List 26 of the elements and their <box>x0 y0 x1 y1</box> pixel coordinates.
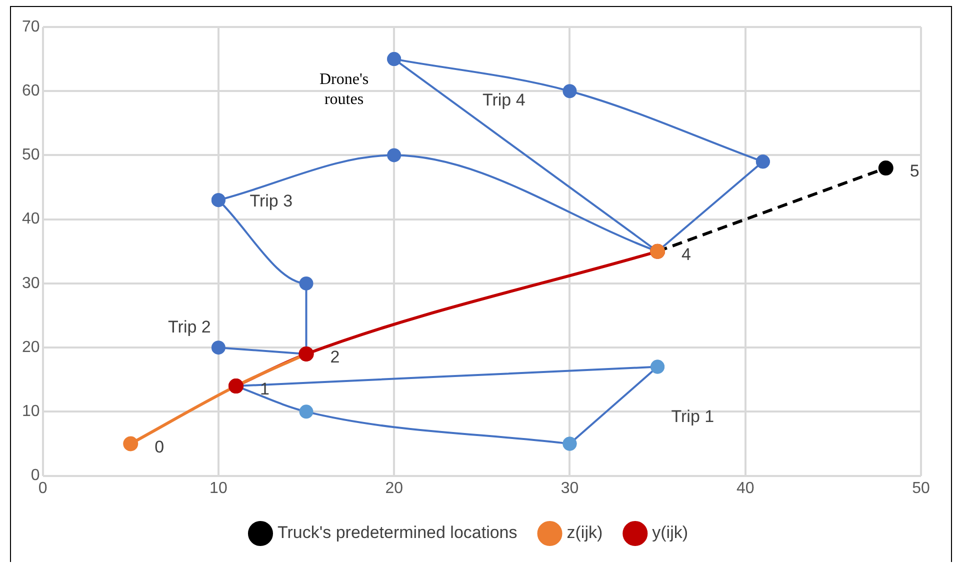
y-tick-label: 20 <box>22 338 40 356</box>
x-tick-label: 30 <box>560 480 579 497</box>
y-tick-label: 50 <box>22 146 40 164</box>
annotation: Drone's routes <box>319 71 369 108</box>
y-tick-label: 70 <box>22 18 40 36</box>
annotation: 1 <box>260 380 270 399</box>
annotation: Trip 4 <box>482 90 526 110</box>
x-tick-label: 10 <box>210 480 228 497</box>
y-tick-label: 60 <box>22 82 40 100</box>
y-tick-label: 0 <box>30 467 40 484</box>
legend-label: z(ijk) <box>566 523 603 542</box>
legend-label: y(ijk) <box>652 523 688 542</box>
annotation: 0 <box>154 437 164 456</box>
annotation: 2 <box>330 348 340 367</box>
annotation: 5 <box>910 162 920 181</box>
annotation: 4 <box>682 245 692 264</box>
legend-label: Truck's predetermined locations <box>277 523 518 542</box>
annotation: Trip 2 <box>168 317 211 336</box>
annotation: Trip 3 <box>250 192 293 211</box>
x-tick-label: 50 <box>912 480 930 497</box>
y-tick-label: 30 <box>22 274 40 292</box>
x-tick-label: 40 <box>736 480 754 497</box>
y-tick-label: 10 <box>22 403 40 420</box>
x-tick-label: 20 <box>385 480 404 497</box>
y-tick-label: 40 <box>22 210 40 228</box>
annotation: Trip 1 <box>671 407 714 426</box>
